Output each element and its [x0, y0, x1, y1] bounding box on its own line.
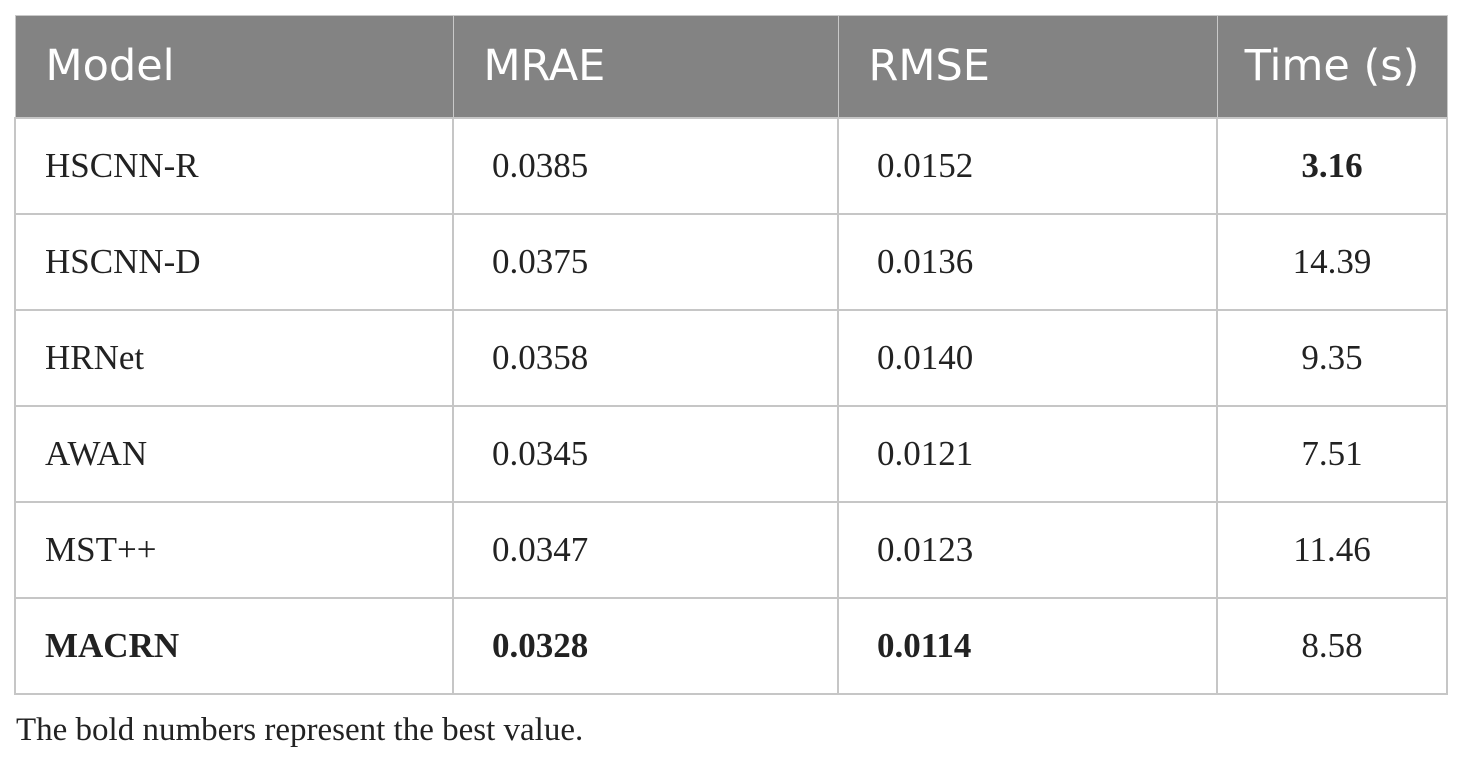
cell-time: 7.51 — [1216, 404, 1448, 503]
header-rmse: RMSE — [837, 15, 1218, 118]
cell-time: 9.35 — [1216, 308, 1448, 407]
cell-rmse: 0.0152 — [837, 116, 1218, 215]
header-time: Time (s) — [1216, 15, 1448, 118]
cell-model: HSCNN-R — [14, 116, 454, 215]
cell-time: 11.46 — [1216, 500, 1448, 599]
table-row: AWAN 0.0345 0.0121 7.51 — [14, 404, 1448, 503]
cell-model: HSCNN-D — [14, 212, 454, 311]
header-mrae: MRAE — [452, 15, 839, 118]
cell-rmse: 0.0123 — [837, 500, 1218, 599]
table-header: Model MRAE RMSE Time (s) — [14, 15, 1448, 118]
cell-rmse: 0.0136 — [837, 212, 1218, 311]
cell-model: MACRN — [14, 596, 454, 695]
table-row: HSCNN-D 0.0375 0.0136 14.39 — [14, 212, 1448, 311]
table-body: HSCNN-R 0.0385 0.0152 3.16 HSCNN-D 0.037… — [14, 116, 1448, 695]
cell-mrae: 0.0385 — [452, 116, 839, 215]
results-table: Model MRAE RMSE Time (s) HSCNN-R 0.0385 … — [14, 15, 1448, 695]
header-row: Model MRAE RMSE Time (s) — [14, 15, 1448, 118]
cell-rmse: 0.0140 — [837, 308, 1218, 407]
cell-time: 14.39 — [1216, 212, 1448, 311]
table-row: MACRN 0.0328 0.0114 8.58 — [14, 596, 1448, 695]
cell-rmse: 0.0121 — [837, 404, 1218, 503]
cell-time: 8.58 — [1216, 596, 1448, 695]
cell-mrae: 0.0375 — [452, 212, 839, 311]
cell-mrae: 0.0358 — [452, 308, 839, 407]
cell-mrae: 0.0347 — [452, 500, 839, 599]
cell-model: AWAN — [14, 404, 454, 503]
cell-time: 3.16 — [1216, 116, 1448, 215]
cell-rmse: 0.0114 — [837, 596, 1218, 695]
cell-mrae: 0.0328 — [452, 596, 839, 695]
table-row: MST++ 0.0347 0.0123 11.46 — [14, 500, 1448, 599]
table-footnote: The bold numbers represent the best valu… — [16, 712, 584, 748]
table-row: HRNet 0.0358 0.0140 9.35 — [14, 308, 1448, 407]
cell-mrae: 0.0345 — [452, 404, 839, 503]
table-row: HSCNN-R 0.0385 0.0152 3.16 — [14, 116, 1448, 215]
cell-model: HRNet — [14, 308, 454, 407]
cell-model: MST++ — [14, 500, 454, 599]
header-model: Model — [14, 15, 454, 118]
